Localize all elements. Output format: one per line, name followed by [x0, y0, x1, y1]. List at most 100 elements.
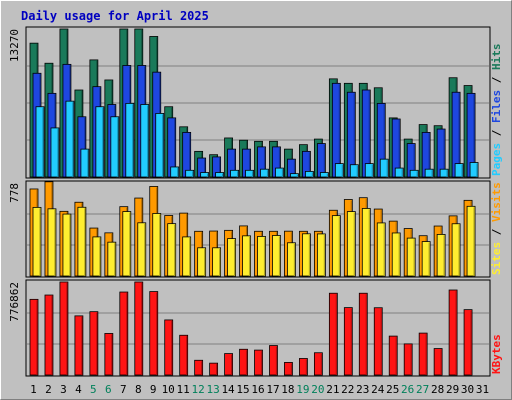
bar-kbytes-27	[418, 332, 428, 376]
bar-pages-9	[155, 113, 165, 178]
bar-pages-19	[305, 171, 314, 178]
x-tick-label-22: 22	[341, 383, 354, 396]
bar-pages-3	[65, 100, 75, 178]
bar-pages-2	[50, 127, 60, 178]
bar-pages-1	[35, 106, 45, 178]
axis-label-kbytes: KBytes	[490, 334, 503, 374]
bar-kbytes-29	[448, 289, 458, 376]
axis-label-pages: Pages	[490, 143, 503, 176]
bar-kbytes-7	[119, 291, 129, 376]
bar-sites-16	[257, 236, 266, 277]
bar-sites-17	[272, 235, 281, 277]
bar-sites-26	[406, 237, 416, 277]
x-tick-label-11: 11	[177, 383, 190, 396]
bar-sites-7	[122, 211, 132, 277]
bar-kbytes-2	[44, 294, 54, 376]
bar-pages-16	[260, 168, 269, 178]
bar-pages-4	[80, 148, 90, 178]
x-tick-label-4: 4	[75, 383, 82, 396]
bar-sites-3	[62, 213, 72, 277]
x-tick-label-27: 27	[416, 383, 429, 396]
bar-kbytes-23	[358, 292, 368, 376]
bar-pages-27	[424, 168, 434, 178]
bar-kbytes-10	[164, 319, 174, 376]
bar-sites-2	[47, 208, 57, 277]
axis-label-visits: Visits	[490, 182, 503, 222]
bar-sites-23	[361, 208, 371, 277]
bar-kbytes-4	[74, 315, 84, 376]
bar-kbytes-16	[254, 349, 263, 376]
x-tick-label-29: 29	[446, 383, 459, 396]
x-tick-label-24: 24	[371, 383, 385, 396]
panel-hits-files-pages: 13270 Pages / Files / Hits	[8, 26, 503, 179]
y-max-label-hits-files-pages: 13270	[8, 29, 21, 62]
bar-kbytes-24	[373, 307, 383, 376]
bar-kbytes-5	[89, 311, 99, 376]
x-tick-label-17: 17	[266, 383, 279, 396]
x-tick-label-9: 9	[150, 383, 157, 396]
x-tick-label-1: 1	[30, 383, 37, 396]
bar-kbytes-3	[59, 281, 69, 376]
bar-kbytes-11	[179, 334, 189, 376]
x-tick-label-8: 8	[135, 383, 142, 396]
bar-kbytes-22	[343, 307, 353, 376]
bar-kbytes-9	[149, 291, 159, 376]
y-max-label-kbytes: 776862	[8, 282, 21, 322]
bar-kbytes-6	[104, 333, 114, 376]
bar-pages-29	[454, 163, 464, 178]
x-tick-label-13: 13	[206, 383, 219, 396]
x-tick-label-18: 18	[281, 383, 294, 396]
axis-label-separator: /	[490, 123, 503, 143]
x-tick-label-2: 2	[45, 383, 52, 396]
bar-kbytes-12	[194, 359, 204, 376]
x-tick-label-12: 12	[192, 383, 205, 396]
bar-kbytes-18	[284, 362, 293, 376]
axis-label-separator: /	[490, 70, 503, 90]
bar-kbytes-17	[269, 345, 278, 376]
bar-pages-20	[319, 172, 329, 178]
bar-pages-6	[110, 116, 120, 178]
axis-label-hits: Hits	[490, 44, 503, 71]
bar-sites-24	[376, 222, 386, 277]
bar-pages-5	[95, 106, 105, 178]
bar-kbytes-21	[328, 292, 338, 376]
bar-kbytes-20	[313, 352, 323, 376]
bar-sites-27	[421, 241, 431, 277]
bar-sites-18	[287, 242, 296, 277]
x-tick-label-19: 19	[296, 383, 309, 396]
bar-pages-22	[349, 164, 359, 178]
bar-pages-17	[275, 167, 284, 178]
bar-sites-8	[137, 222, 147, 277]
bar-sites-10	[167, 223, 177, 277]
bar-pages-24	[379, 158, 389, 178]
bar-kbytes-28	[433, 348, 443, 376]
bar-sites-11	[182, 236, 192, 277]
x-tick-label-28: 28	[431, 383, 444, 396]
x-tick-label-26: 26	[401, 383, 414, 396]
bar-pages-11	[185, 169, 195, 178]
x-tick-label-30: 30	[461, 383, 474, 396]
bar-sites-15	[242, 235, 251, 277]
bar-sites-30	[466, 205, 476, 277]
bar-pages-7	[125, 102, 135, 178]
bar-sites-13	[212, 247, 222, 277]
bar-pages-10	[170, 166, 180, 178]
x-tick-label-5: 5	[90, 383, 97, 396]
bar-pages-15	[245, 169, 254, 178]
bar-kbytes-14	[224, 353, 233, 376]
bar-pages-8	[140, 104, 150, 178]
x-tick-label-14: 14	[221, 383, 235, 396]
x-tick-label-20: 20	[311, 383, 324, 396]
y-max-label-visits-sites: 778	[8, 183, 21, 203]
bar-sites-20	[316, 233, 326, 277]
bar-pages-13	[215, 172, 225, 178]
bar-pages-30	[469, 162, 479, 178]
bar-pages-21	[334, 163, 344, 178]
bar-pages-25	[394, 167, 404, 178]
bar-sites-25	[391, 232, 401, 277]
bar-sites-6	[107, 241, 117, 277]
axis-label-files: Files	[490, 90, 503, 123]
x-tick-label-10: 10	[162, 383, 175, 396]
x-tick-label-23: 23	[356, 383, 369, 396]
